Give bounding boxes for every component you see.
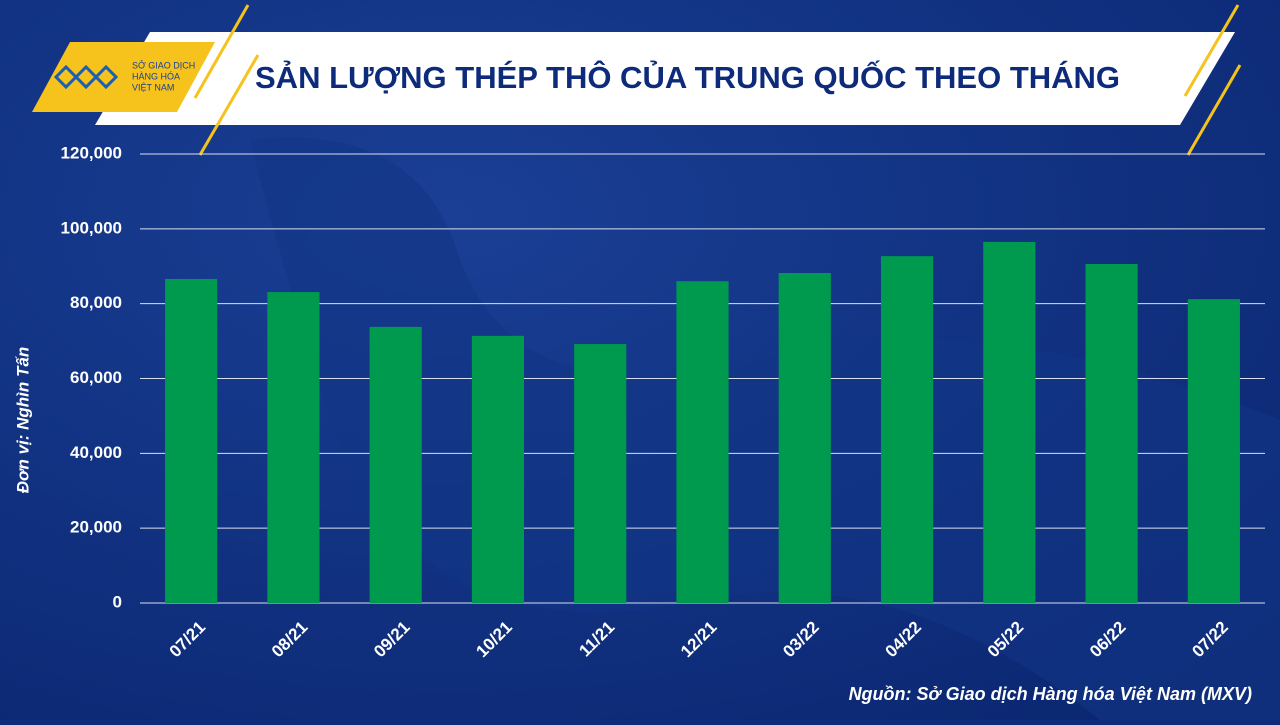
y-tick-label: 80,000 (70, 293, 122, 312)
bar (471, 335, 525, 603)
bar (165, 278, 218, 603)
bar (778, 272, 831, 603)
bar (574, 344, 627, 603)
y-tick-label: 60,000 (70, 368, 122, 387)
logo-text: HÀNG HÓA (132, 71, 180, 81)
bar (676, 281, 729, 603)
logo-text: VIỆT NAM (132, 82, 174, 92)
y-tick-label: 120,000 (61, 143, 122, 162)
source-note: Nguồn: Sở Giao dịch Hàng hóa Việt Nam (M… (849, 684, 1252, 704)
decor-stripe (193, 4, 250, 99)
bar (369, 326, 422, 603)
logo-text: SỞ GIAO DỊCH (132, 59, 195, 70)
chart-title: SẢN LƯỢNG THÉP THÔ CỦA TRUNG QUỐC THEO T… (255, 59, 1120, 95)
bar (267, 292, 320, 603)
y-tick-label: 20,000 (70, 518, 122, 537)
decor-stripe (1183, 4, 1240, 97)
title-banner (95, 32, 1235, 125)
logo-icon (53, 64, 119, 90)
decor-stripe (1186, 64, 1242, 156)
y-tick-label: 100,000 (61, 218, 122, 237)
logo-box (32, 42, 215, 112)
y-tick-label: 40,000 (70, 443, 122, 462)
y-tick-label: 0 (113, 592, 122, 611)
bar (983, 241, 1036, 603)
bar (1187, 299, 1240, 603)
bar (880, 256, 934, 603)
y-axis-label: Đơn vị: Nghìn Tấn (13, 347, 32, 493)
bar (1085, 264, 1138, 603)
decor-stripe (198, 54, 260, 156)
